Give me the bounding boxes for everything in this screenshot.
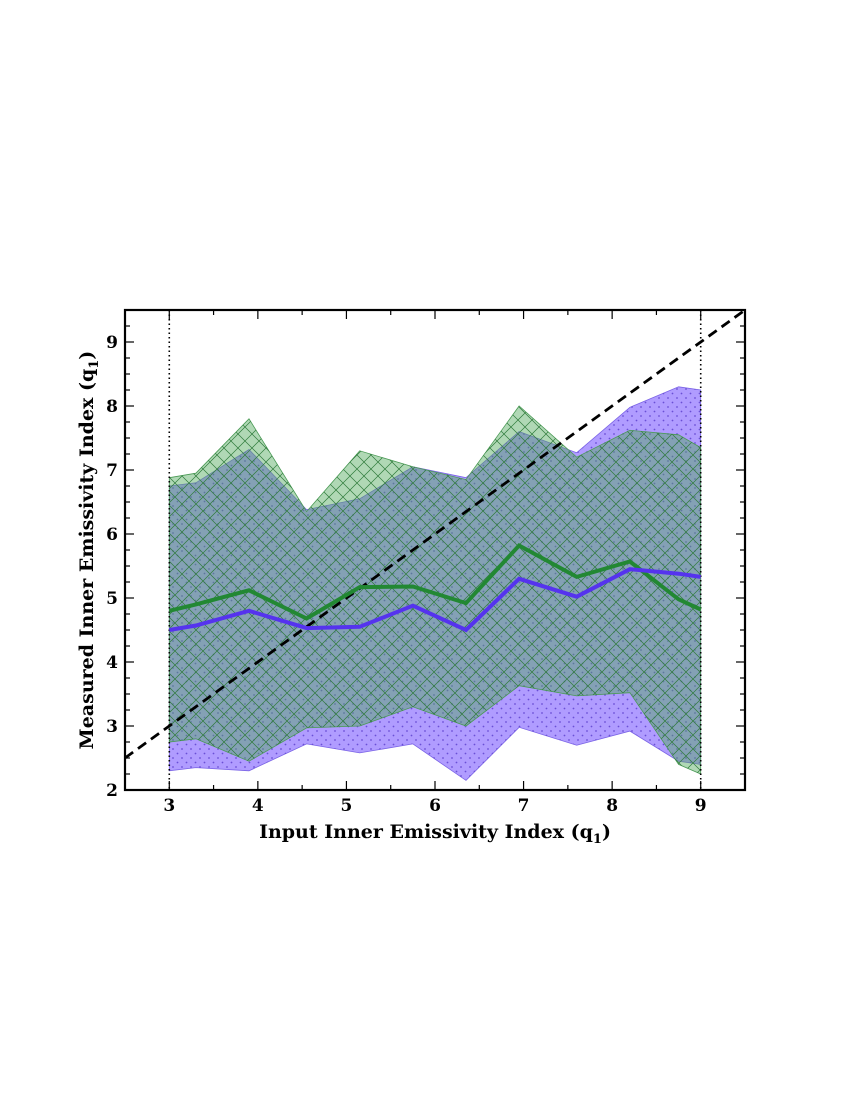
x-tick-label: 3	[163, 796, 175, 816]
axis-ticks	[124, 309, 746, 791]
y-tick-label: 2	[106, 781, 118, 801]
x-tick-labels: 3 4 5 6 7 8 9	[163, 796, 706, 816]
y-tick-label: 5	[106, 589, 118, 609]
x-tick-label: 5	[341, 796, 353, 816]
x-axis-label: Input Inner Emissivity Index (q1)	[259, 821, 611, 847]
y-tick-label: 3	[106, 717, 118, 737]
y-tick-label: 4	[106, 653, 118, 673]
x-tick-label: 6	[429, 796, 441, 816]
y-tick-labels: 2 3 4 5 6 7 8 9	[106, 333, 118, 801]
y-axis-label: Measured Inner Emissivity Index (q1)	[76, 351, 102, 750]
x-tick-label: 8	[606, 796, 618, 816]
x-tick-label: 7	[518, 796, 530, 816]
blue-series-line	[168, 567, 701, 633]
green-band-hatch	[169, 406, 701, 774]
y-tick-label: 6	[106, 525, 118, 545]
confidence-bands	[168, 386, 702, 781]
y-tick-label: 9	[106, 333, 118, 353]
green-series-line	[168, 542, 702, 621]
y-tick-label: 7	[106, 461, 118, 481]
y-tick-label: 8	[106, 397, 118, 417]
x-tick-label: 9	[695, 796, 707, 816]
series-lines	[168, 542, 702, 633]
vertical-guide-lines	[168, 310, 702, 790]
x-tick-label: 4	[252, 796, 264, 816]
